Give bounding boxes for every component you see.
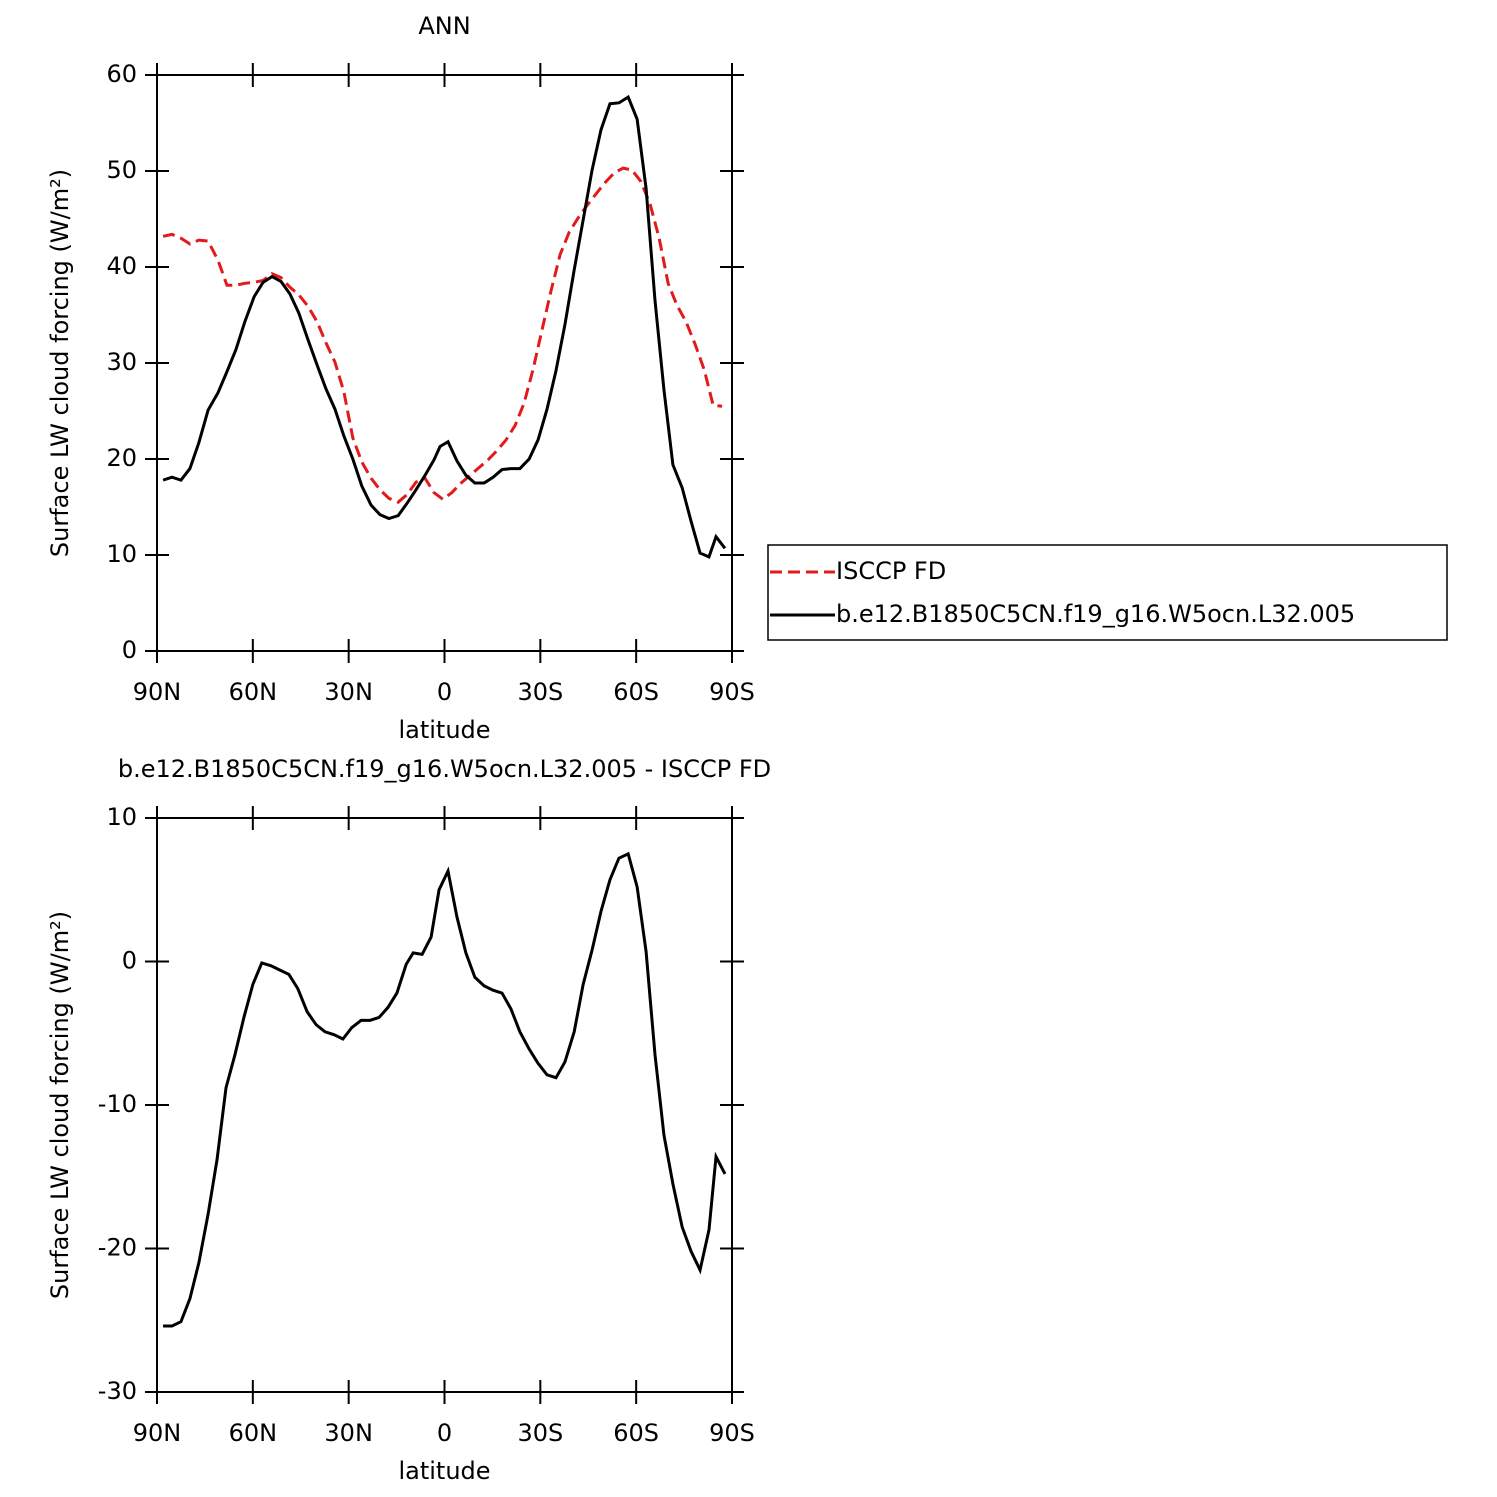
x-tick-label: 30S: [517, 678, 563, 706]
x-tick-label: 60S: [613, 1419, 659, 1447]
x-tick-label: 30N: [324, 678, 373, 706]
x-axis-label: latitude: [398, 1457, 490, 1485]
data-line: [163, 851, 727, 1328]
y-axis-label: Surface LW cloud forcing (W/m²): [46, 911, 74, 1299]
y-tick-label: -30: [98, 1377, 137, 1405]
y-axis-label: Surface LW cloud forcing (W/m²): [46, 169, 74, 557]
data-line: [162, 166, 723, 504]
y-tick-label: 10: [106, 803, 137, 831]
x-tick-label: 90N: [133, 1419, 182, 1447]
y-tick-label: 0: [122, 636, 137, 664]
y-tick-label: -10: [98, 1090, 137, 1118]
x-tick-label: 30N: [324, 1419, 373, 1447]
data-line: [162, 94, 727, 559]
x-tick-label: 90N: [133, 678, 182, 706]
y-tick-label: 20: [106, 444, 137, 472]
y-tick-label: 10: [106, 540, 137, 568]
x-tick-label: 90S: [709, 1419, 755, 1447]
chart-title: b.e12.B1850C5CN.f19_g16.W5ocn.L32.005 - …: [118, 755, 771, 783]
legend-label: b.e12.B1850C5CN.f19_g16.W5ocn.L32.005: [836, 600, 1355, 628]
chart-title: ANN: [418, 12, 470, 40]
x-tick-label: 60N: [229, 678, 278, 706]
x-tick-label: 0: [437, 678, 452, 706]
x-tick-label: 60N: [229, 1419, 278, 1447]
y-tick-label: 40: [106, 252, 137, 280]
y-tick-label: -20: [98, 1234, 137, 1262]
legend-label: ISCCP FD: [836, 557, 946, 585]
plot-frame: [156, 74, 733, 652]
plot-frame: [156, 817, 733, 1393]
y-tick-label: 60: [106, 60, 137, 88]
legend-box: [767, 544, 1448, 641]
x-tick-label: 30S: [517, 1419, 563, 1447]
y-tick-label: 50: [106, 156, 137, 184]
x-tick-label: 60S: [613, 678, 659, 706]
x-tick-label: 0: [437, 1419, 452, 1447]
x-tick-label: 90S: [709, 678, 755, 706]
x-axis-label: latitude: [398, 716, 490, 744]
y-tick-label: 30: [106, 348, 137, 376]
y-tick-label: 0: [122, 947, 137, 975]
